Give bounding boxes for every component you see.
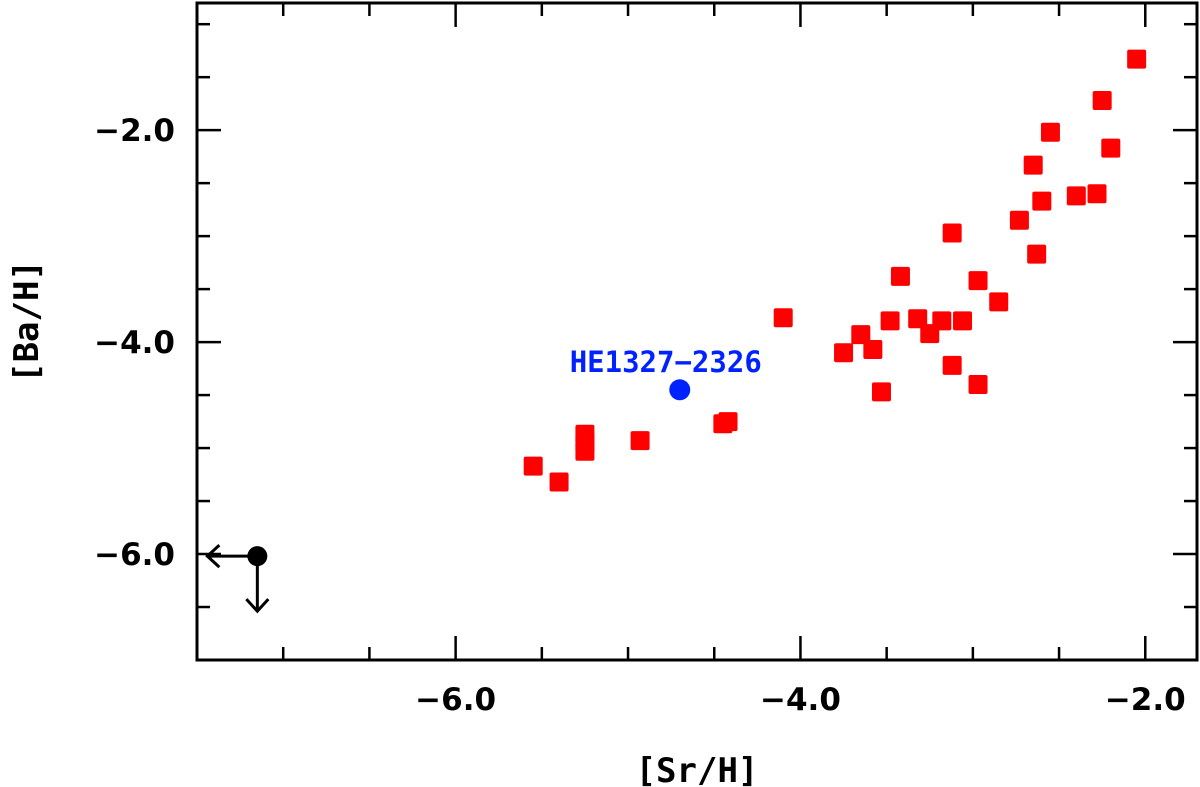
data-point-square [1101,138,1121,158]
data-point-square [932,311,952,331]
y-tick-label: −6.0 [94,537,175,573]
data-point-square [863,340,883,360]
y-axis-title: [Ba/H] [7,260,47,383]
data-point-square [1087,184,1107,204]
upper-limit-arrows [205,544,270,614]
data-point-square [1092,90,1112,110]
data-point-square [1040,122,1060,142]
data-point-square [908,309,928,329]
data-point-square [1023,155,1043,175]
data-point-square [1027,244,1047,264]
data-point-square [718,412,738,432]
data-point-square [1127,49,1147,69]
x-axis-title: [Sr/H] [636,751,759,787]
data-points [247,49,1147,567]
data-point-square [968,374,988,394]
data-point-square [942,223,962,243]
left-arrowhead [205,544,221,569]
data-point-square [989,292,1009,312]
data-point-square [575,441,595,461]
point-annotation: HE1327−2326 [570,345,762,379]
data-point-square [1066,186,1086,206]
x-tick-label: −6.0 [415,682,496,718]
data-point-square [871,382,891,402]
data-point-square [549,472,569,492]
data-point-square [851,325,871,345]
y-tick-label: −4.0 [94,325,175,361]
data-point-square [968,271,988,291]
x-tick-label: −4.0 [760,682,841,718]
x-tick-label: −2.0 [1105,682,1186,718]
axis-ticks [195,3,1197,662]
data-point-square [953,311,973,331]
data-point-square [890,266,910,286]
data-point-square [773,308,793,328]
data-point-square [942,355,962,375]
plot-frame [195,1,1199,662]
tick-labels: −6.0 −4.0 −2.0 −6.0 −4.0 −2.0 [94,113,1186,718]
data-point-square [630,431,650,451]
data-point-square [1032,191,1052,211]
y-tick-label: −2.0 [94,113,175,149]
data-point-square [523,456,543,476]
data-point-square [1009,210,1029,230]
plot-border [195,1,1199,662]
data-point-circle [669,379,691,401]
down-arrowhead [245,598,270,614]
data-point-square [834,343,854,363]
data-point-square [880,311,900,331]
